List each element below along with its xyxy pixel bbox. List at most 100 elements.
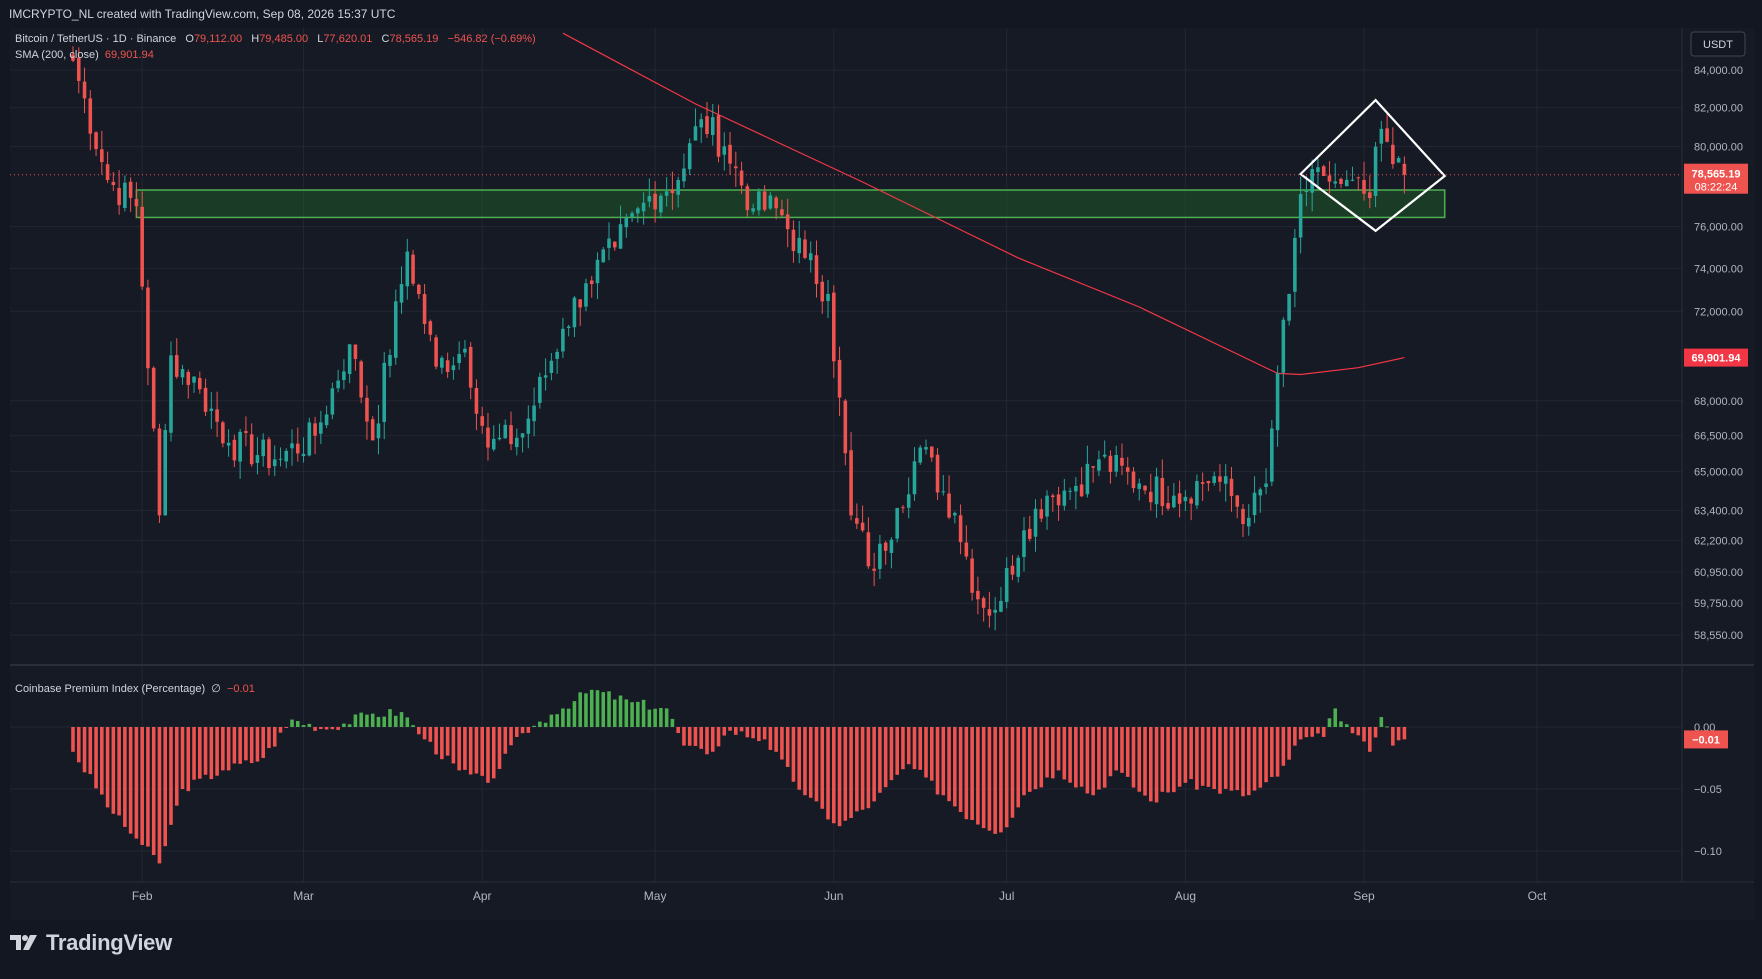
candle[interactable]	[1223, 464, 1228, 502]
candle[interactable]	[134, 182, 139, 218]
candle[interactable]	[330, 382, 335, 420]
candle[interactable]	[595, 252, 600, 300]
candle[interactable]	[1085, 445, 1090, 498]
candle[interactable]	[947, 475, 951, 520]
candle[interactable]	[1131, 467, 1136, 493]
candle[interactable]	[1004, 557, 1009, 609]
candle[interactable]	[1246, 504, 1251, 536]
candle[interactable]	[1218, 464, 1222, 492]
candle[interactable]	[1258, 487, 1263, 513]
candle[interactable]	[1137, 478, 1142, 501]
candle[interactable]	[411, 250, 415, 287]
candle[interactable]	[803, 230, 807, 260]
candle[interactable]	[785, 198, 790, 248]
candle[interactable]	[491, 425, 496, 452]
candle[interactable]	[451, 356, 456, 380]
candle[interactable]	[1177, 480, 1182, 518]
candle[interactable]	[843, 398, 848, 466]
candle[interactable]	[814, 240, 819, 298]
candle[interactable]	[912, 447, 917, 501]
candle[interactable]	[526, 405, 531, 449]
candle[interactable]	[716, 104, 721, 163]
tradingview-footer[interactable]: TradingView	[10, 930, 172, 956]
candle[interactable]	[791, 220, 796, 263]
candle[interactable]	[774, 195, 778, 220]
candle[interactable]	[1264, 468, 1268, 495]
candle[interactable]	[1149, 473, 1153, 511]
candle[interactable]	[128, 177, 133, 212]
candle[interactable]	[1102, 440, 1107, 459]
candle[interactable]	[762, 185, 767, 212]
candle[interactable]	[555, 348, 559, 374]
candle[interactable]	[1344, 170, 1349, 187]
candle[interactable]	[693, 108, 698, 141]
candle[interactable]	[612, 241, 617, 251]
candle[interactable]	[1022, 517, 1026, 572]
candle[interactable]	[687, 138, 692, 176]
candle[interactable]	[100, 130, 104, 175]
candle[interactable]	[520, 433, 525, 453]
candle[interactable]	[808, 241, 813, 273]
candle[interactable]	[388, 349, 392, 378]
candle[interactable]	[676, 176, 680, 208]
candle[interactable]	[313, 416, 317, 455]
candle[interactable]	[958, 504, 963, 555]
candle[interactable]	[860, 505, 865, 533]
candle[interactable]	[1074, 477, 1078, 510]
candle[interactable]	[664, 177, 669, 207]
candle[interactable]	[405, 238, 410, 300]
candle[interactable]	[301, 437, 306, 463]
candle[interactable]	[543, 358, 548, 391]
candle[interactable]	[140, 191, 144, 290]
candle[interactable]	[515, 428, 519, 456]
price-axis[interactable]: USDT 84,000.00 82,000.00 80,000.00 76,000.00…	[1684, 31, 1748, 642]
candle[interactable]	[745, 183, 750, 217]
candle[interactable]	[1252, 476, 1257, 524]
candle[interactable]	[734, 151, 738, 187]
support-zone[interactable]	[135, 189, 1446, 219]
candle[interactable]	[878, 534, 882, 580]
candle[interactable]	[255, 437, 260, 475]
candle[interactable]	[497, 423, 502, 441]
candle[interactable]	[618, 205, 623, 249]
candle[interactable]	[832, 285, 836, 378]
candle[interactable]	[976, 576, 980, 615]
candle[interactable]	[1212, 471, 1216, 486]
candle[interactable]	[1298, 176, 1303, 254]
candle[interactable]	[370, 416, 375, 441]
candle[interactable]	[169, 341, 173, 442]
candle[interactable]	[641, 192, 646, 225]
candle[interactable]	[728, 131, 732, 175]
candle[interactable]	[307, 417, 312, 457]
candle[interactable]	[261, 433, 265, 467]
candle[interactable]	[837, 346, 842, 417]
candle[interactable]	[722, 132, 727, 171]
candle[interactable]	[94, 131, 98, 157]
candle[interactable]	[993, 597, 997, 631]
candle[interactable]	[221, 420, 225, 448]
candle[interactable]	[1125, 457, 1130, 485]
candle[interactable]	[1120, 443, 1124, 476]
candle[interactable]	[901, 504, 905, 514]
candle[interactable]	[1316, 158, 1320, 190]
candle[interactable]	[953, 511, 957, 524]
candle[interactable]	[186, 369, 191, 399]
candle[interactable]	[1356, 176, 1361, 191]
candle[interactable]	[849, 431, 853, 521]
candle[interactable]	[434, 334, 438, 370]
candle[interactable]	[457, 341, 461, 370]
candle[interactable]	[192, 376, 196, 393]
candle[interactable]	[1200, 472, 1205, 501]
candle[interactable]	[480, 406, 484, 434]
candle[interactable]	[941, 474, 946, 496]
candle[interactable]	[739, 161, 744, 194]
candle[interactable]	[636, 206, 640, 223]
candle[interactable]	[584, 278, 588, 312]
candle[interactable]	[981, 596, 986, 622]
candle[interactable]	[1327, 161, 1332, 194]
candle[interactable]	[1166, 485, 1170, 511]
premium-axis[interactable]: 0.00−0.05−0.10−0.01	[1684, 722, 1728, 858]
candle[interactable]	[365, 385, 369, 440]
premium-histogram[interactable]	[71, 689, 1407, 864]
